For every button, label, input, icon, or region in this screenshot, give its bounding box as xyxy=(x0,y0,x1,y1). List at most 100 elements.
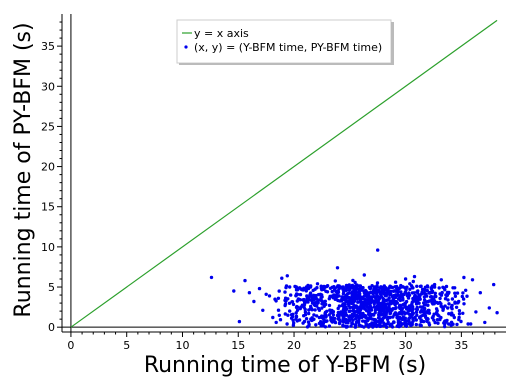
scatter-point xyxy=(343,288,348,292)
scatter-point xyxy=(455,291,460,295)
scatter-point xyxy=(393,280,398,284)
scatter-point xyxy=(344,307,348,312)
scatter-point xyxy=(359,302,363,306)
scatter-point xyxy=(355,283,359,288)
legend: y = x axis (x, y) = (Y-BFM time, PY-BFM … xyxy=(176,19,394,65)
scatter-point xyxy=(383,315,387,319)
scatter-point xyxy=(321,285,325,289)
legend-point-swatch xyxy=(184,45,188,49)
scatter-point xyxy=(351,309,356,313)
scatter-point xyxy=(257,286,262,291)
scatter-point xyxy=(419,284,423,288)
scatter-point xyxy=(347,309,351,314)
x-tick-label: 0 xyxy=(67,339,74,352)
scatter-point xyxy=(396,318,400,322)
scatter-point xyxy=(369,323,373,327)
scatter-point xyxy=(435,318,440,322)
scatter-point xyxy=(307,311,311,316)
scatter-point xyxy=(209,275,214,280)
scatter-point xyxy=(373,295,377,299)
scatter-point xyxy=(402,303,406,307)
scatter-point xyxy=(423,314,428,318)
scatter-point xyxy=(309,298,314,302)
scatter-point xyxy=(319,293,323,297)
scatter-point xyxy=(264,292,268,296)
y-tick-label: 15 xyxy=(41,201,55,214)
scatter-point xyxy=(439,304,443,308)
scatter-point xyxy=(291,323,296,327)
scatter-point xyxy=(404,299,409,304)
scatter-point xyxy=(261,308,265,312)
scatter-point xyxy=(376,248,380,252)
scatter-point xyxy=(368,291,372,295)
scatter-point xyxy=(478,291,482,295)
scatter-point xyxy=(286,313,290,317)
scatter-point xyxy=(427,299,432,303)
scatter-point xyxy=(410,285,414,290)
scatter-point xyxy=(237,319,242,324)
scatter-point xyxy=(347,304,351,308)
scatter-point xyxy=(439,278,443,282)
scatter-point xyxy=(379,291,384,296)
scatter-point xyxy=(404,305,409,309)
scatter-point xyxy=(316,298,320,302)
scatter-point xyxy=(432,318,436,322)
scatter-point xyxy=(398,303,402,307)
scatter-point xyxy=(382,299,386,303)
scatter-point xyxy=(407,317,411,321)
scatter-point xyxy=(377,313,381,317)
scatter-point xyxy=(427,311,432,315)
y-tick-label: 0 xyxy=(48,321,55,334)
scatter-point xyxy=(351,318,355,322)
scatter-point xyxy=(289,293,293,297)
scatter-point xyxy=(390,295,395,299)
scatter-point xyxy=(315,282,320,286)
scatter-point xyxy=(461,291,465,295)
scatter-point xyxy=(294,286,299,290)
scatter-point xyxy=(450,307,454,311)
scatter-point xyxy=(342,302,346,306)
scatter-point xyxy=(452,315,456,320)
scatter-point xyxy=(430,301,434,305)
scatter-point xyxy=(407,307,411,312)
scatter-point xyxy=(425,316,430,321)
scatter-point xyxy=(278,318,283,322)
scatter-point xyxy=(388,311,393,315)
scatter-point xyxy=(280,276,284,280)
scatter-point xyxy=(389,307,393,312)
scatter-point xyxy=(417,301,421,305)
scatter-point xyxy=(365,302,369,306)
scatter-point xyxy=(465,294,469,298)
scatter-point xyxy=(470,278,475,282)
scatter-point xyxy=(408,287,412,291)
scatter-point xyxy=(331,296,335,300)
scatter-point xyxy=(290,315,295,319)
scatter-point xyxy=(309,317,313,321)
scatter-point xyxy=(391,289,396,293)
scatter-point xyxy=(374,324,379,329)
scatter-point xyxy=(418,316,422,320)
scatter-point xyxy=(315,314,319,318)
scatter-point xyxy=(332,316,337,321)
scatter-point xyxy=(287,301,292,305)
scatter-point xyxy=(322,314,327,318)
scatter-point xyxy=(457,312,462,316)
scatter-point xyxy=(349,324,353,328)
scatter-point xyxy=(447,322,451,326)
scatter-point xyxy=(325,284,329,289)
scatter-point xyxy=(412,294,417,299)
scatter-point xyxy=(376,316,381,320)
scatter-point xyxy=(393,285,397,289)
scatter-point xyxy=(441,307,445,311)
scatter-point xyxy=(301,321,305,325)
scatter-point xyxy=(247,291,252,295)
scatter-point xyxy=(398,298,403,303)
scatter-point xyxy=(434,311,439,315)
scatter-point xyxy=(377,300,381,305)
scatter-point xyxy=(362,294,367,298)
scatter-point xyxy=(267,294,272,298)
x-tick-label: 15 xyxy=(231,339,245,352)
scatter-point xyxy=(341,292,346,296)
scatter-point xyxy=(359,295,364,299)
scatter-point xyxy=(283,302,288,306)
